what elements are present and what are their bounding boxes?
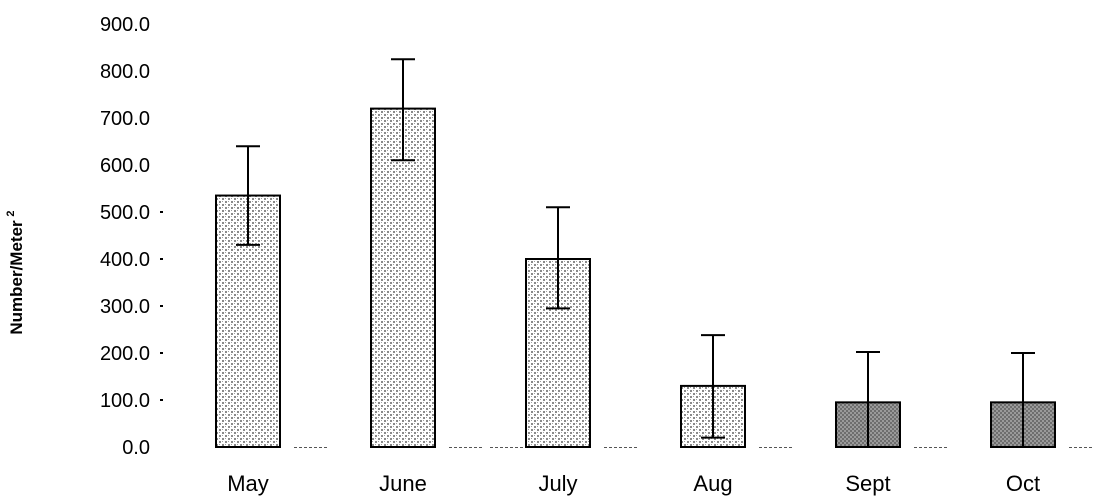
x-tick-label: Sept [845,471,890,496]
y-tick-label: 700.0 [100,108,150,130]
y-tick-mark [160,211,163,213]
x-tick-label: July [538,471,577,496]
bar-june [370,107,436,448]
y-axis-label: Number/Meter [7,220,26,335]
bars [215,107,1056,449]
x-axis-labels: May June July Aug Sept Oct [227,471,1040,496]
x-tick-label: May [227,471,269,496]
y-tick-mark [160,352,163,354]
y-axis-ticks: 0.0 100.0 200.0 300.0 400.0 500.0 600.0 700.0 80… [100,14,163,459]
x-tick-label: June [379,471,427,496]
y-tick-label: 800.0 [100,61,150,83]
y-tick-label: 900.0 [100,14,150,36]
y-tick-label: 300.0 [100,296,150,318]
y-tick-label: 100.0 [100,390,150,412]
error-bars [236,58,1035,447]
y-tick-mark [160,258,163,260]
x-tick-label: Aug [693,471,732,496]
x-tick-label: Oct [1006,471,1040,496]
y-tick-label: 400.0 [100,249,150,271]
y-tick-mark [160,399,163,401]
y-axis-label-group: Number/Meter 2 [5,210,26,334]
y-tick-label: 200.0 [100,343,150,365]
y-tick-label: 500.0 [100,202,150,224]
y-tick-label: 600.0 [100,155,150,177]
y-tick-label: 0.0 [122,437,150,459]
y-tick-mark [160,305,163,307]
y-axis-label-superscript: 2 [5,210,17,216]
